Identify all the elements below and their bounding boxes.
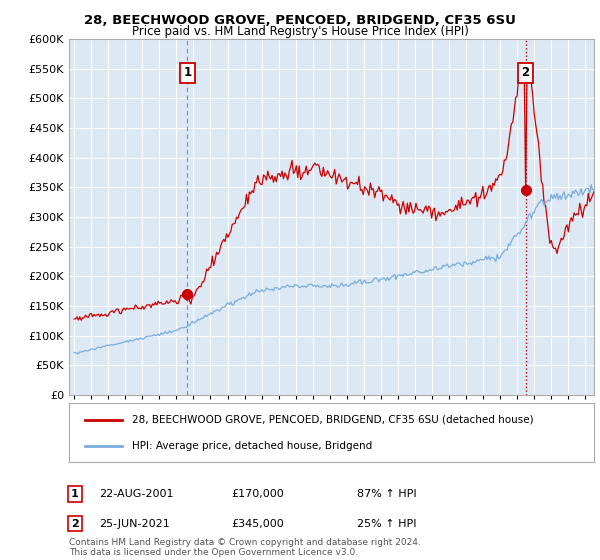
Text: 2: 2 (521, 67, 530, 80)
Text: £345,000: £345,000 (231, 519, 284, 529)
Text: 28, BEECHWOOD GROVE, PENCOED, BRIDGEND, CF35 6SU: 28, BEECHWOOD GROVE, PENCOED, BRIDGEND, … (84, 14, 516, 27)
Text: 28, BEECHWOOD GROVE, PENCOED, BRIDGEND, CF35 6SU (detached house): 28, BEECHWOOD GROVE, PENCOED, BRIDGEND, … (132, 414, 533, 424)
Text: Price paid vs. HM Land Registry's House Price Index (HPI): Price paid vs. HM Land Registry's House … (131, 25, 469, 38)
Text: 22-AUG-2001: 22-AUG-2001 (99, 489, 173, 499)
Text: 87% ↑ HPI: 87% ↑ HPI (357, 489, 416, 499)
Text: 1: 1 (71, 489, 79, 499)
Text: HPI: Average price, detached house, Bridgend: HPI: Average price, detached house, Brid… (132, 441, 372, 451)
Text: 2: 2 (71, 519, 79, 529)
Text: Contains HM Land Registry data © Crown copyright and database right 2024.
This d: Contains HM Land Registry data © Crown c… (69, 538, 421, 557)
Text: 1: 1 (184, 67, 191, 80)
Text: 25-JUN-2021: 25-JUN-2021 (99, 519, 170, 529)
Text: 25% ↑ HPI: 25% ↑ HPI (357, 519, 416, 529)
Text: £170,000: £170,000 (231, 489, 284, 499)
